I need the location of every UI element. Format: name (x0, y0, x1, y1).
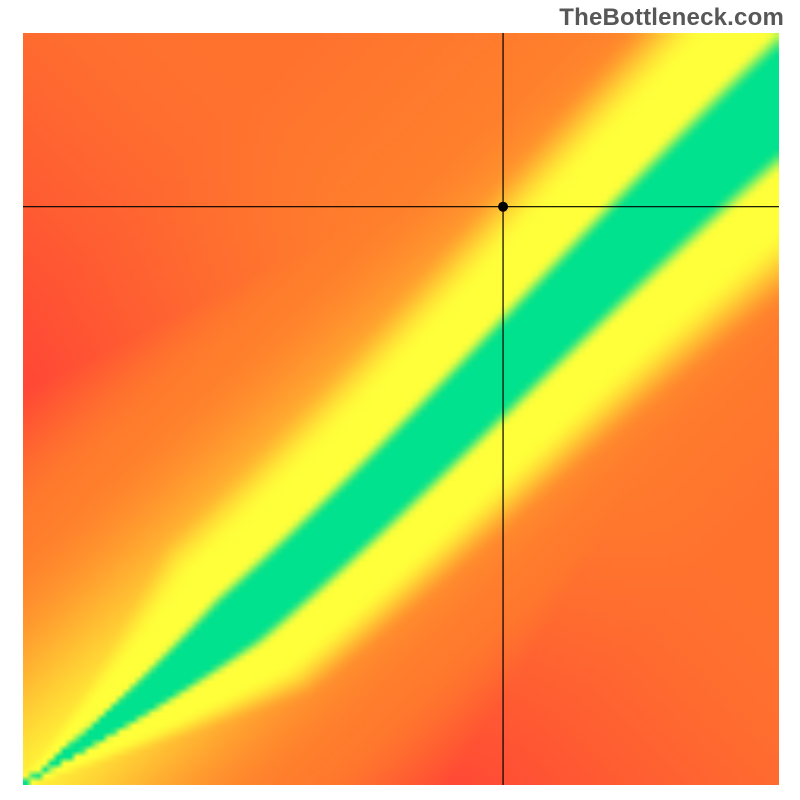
watermark-text: TheBottleneck.com (559, 4, 784, 32)
bottleneck-heatmap (23, 33, 779, 785)
root: TheBottleneck.com (0, 0, 800, 800)
